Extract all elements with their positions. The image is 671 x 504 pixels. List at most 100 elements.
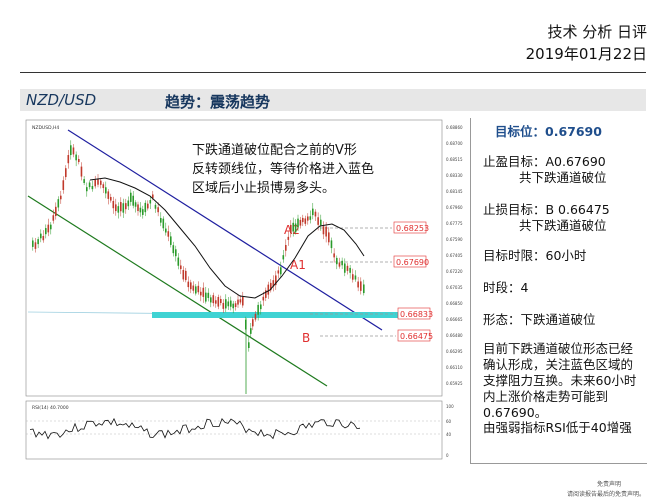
candle-body bbox=[210, 297, 212, 303]
price-axis: 0.68860 0.68700 0.68515 0.68330 0.68145 … bbox=[446, 125, 463, 386]
candle-body bbox=[260, 304, 262, 310]
candle-body bbox=[172, 245, 175, 254]
rsi-note: 由强弱指标RSI低于40增强 bbox=[483, 420, 632, 435]
candle-body bbox=[37, 239, 39, 245]
candle-body bbox=[267, 284, 270, 295]
candle-body bbox=[225, 299, 227, 309]
candle-body bbox=[125, 203, 127, 210]
candle-body bbox=[314, 211, 317, 217]
candle-body bbox=[237, 299, 239, 305]
candle-body bbox=[144, 202, 147, 213]
candle-body bbox=[195, 286, 197, 294]
trade-info-panel: 目标位：0.67690 止盈目标：A0.67690 共下跌通道破位 止损目标：B… bbox=[470, 118, 647, 464]
report-title: 技术 分析 日评 bbox=[547, 23, 647, 41]
candle-body bbox=[239, 299, 242, 303]
candle-body bbox=[320, 219, 322, 226]
candle-body bbox=[32, 240, 34, 247]
candle-body bbox=[180, 265, 182, 270]
candle-body bbox=[86, 187, 88, 192]
candle-body bbox=[72, 147, 75, 155]
candle-body bbox=[257, 304, 259, 315]
candle-body bbox=[252, 319, 254, 327]
candle-body bbox=[112, 200, 115, 209]
price-tick: 0.66665 bbox=[446, 317, 463, 322]
candle-body bbox=[227, 301, 230, 307]
candle-body bbox=[192, 285, 195, 291]
candlesticks bbox=[32, 140, 365, 394]
candle-body bbox=[182, 269, 185, 280]
price-tick: 0.68330 bbox=[446, 173, 463, 178]
candle-body bbox=[349, 267, 351, 273]
chart-svg: NZDUSD,H4 0.68860 0.68700 0.68515 0.6833… bbox=[25, 119, 463, 460]
price-tick: 0.67405 bbox=[446, 253, 463, 258]
take-profit-note: 共下跌通道破位 bbox=[519, 170, 607, 185]
moving-average-line bbox=[89, 177, 365, 299]
candle-body bbox=[97, 179, 99, 185]
candle-body bbox=[333, 253, 335, 258]
candle-body bbox=[160, 218, 162, 223]
price-chart: NZDUSD,H4 0.68860 0.68700 0.68515 0.6833… bbox=[20, 118, 466, 463]
candle-body bbox=[287, 236, 290, 240]
candle-body bbox=[200, 291, 202, 296]
candle-body bbox=[105, 187, 107, 194]
candle-body bbox=[190, 282, 192, 290]
candle-body bbox=[212, 295, 215, 304]
candle-body bbox=[127, 200, 130, 207]
candle-body bbox=[83, 179, 85, 183]
stop-loss-note: 共下跌通道破位 bbox=[519, 218, 607, 233]
candle-body bbox=[242, 296, 244, 306]
candle-body bbox=[270, 282, 272, 291]
candle-body bbox=[122, 203, 125, 213]
candle-body bbox=[297, 218, 299, 228]
candle-body bbox=[167, 231, 170, 237]
candle-body bbox=[202, 287, 205, 297]
candle-body bbox=[137, 204, 139, 212]
price-tick: 0.68145 bbox=[446, 189, 463, 194]
candle-body bbox=[47, 224, 50, 233]
candle-body bbox=[187, 281, 190, 288]
candle-body bbox=[338, 262, 341, 267]
candle-body bbox=[234, 303, 237, 308]
disclaimer-text: 请阅读报告最后的免责声明。 bbox=[566, 491, 645, 498]
candle-body bbox=[52, 215, 55, 221]
candle-body bbox=[272, 280, 275, 287]
rsi-label: RSI(14) 40.7000 bbox=[32, 405, 69, 411]
level-label: 0.68253 bbox=[396, 224, 429, 233]
candle-body bbox=[132, 195, 134, 206]
candle-body bbox=[142, 209, 144, 215]
candle-body bbox=[62, 180, 65, 190]
candle-body bbox=[42, 236, 45, 241]
annotation-line: 下跌通道破位配合之前的V形 bbox=[192, 142, 357, 158]
candle-body bbox=[134, 202, 137, 207]
candle-body bbox=[262, 296, 265, 301]
main-pane-frame bbox=[25, 119, 443, 397]
level-label: 0.67690 bbox=[396, 258, 429, 267]
rsi-tick: 0 bbox=[446, 453, 449, 458]
candle-body bbox=[45, 228, 47, 235]
candle-body bbox=[57, 199, 60, 208]
candle-body bbox=[152, 194, 154, 199]
candle-body bbox=[78, 158, 80, 163]
candle-body bbox=[248, 342, 250, 348]
candle-body bbox=[65, 168, 67, 178]
candle-body bbox=[117, 206, 120, 213]
candle-body bbox=[34, 242, 37, 249]
currency-pair: NZD/USD bbox=[26, 91, 97, 109]
chart-annotation: 下跌通道破位配合之前的V形 反转颈线位，等待价格进入蓝色 区域后小止损博易多头。 bbox=[192, 142, 374, 196]
candle-body bbox=[254, 313, 257, 320]
price-tick: 0.66295 bbox=[446, 349, 463, 354]
trend-label: 趋势：震荡趋势 bbox=[165, 93, 271, 111]
candle-body bbox=[67, 155, 70, 164]
channel-upper-line bbox=[67, 129, 383, 331]
candle-body bbox=[360, 281, 362, 291]
candle-body bbox=[170, 236, 172, 245]
pattern: 形态：下跌通道破位 bbox=[483, 312, 596, 327]
candle-body bbox=[277, 270, 280, 274]
candle-body bbox=[280, 267, 282, 275]
candle-body bbox=[220, 298, 222, 304]
candle-body bbox=[217, 296, 220, 307]
candle-body bbox=[275, 275, 277, 286]
candle-body bbox=[354, 275, 357, 280]
symbol-label: NZDUSD,H4 bbox=[32, 125, 59, 131]
candle-body bbox=[299, 219, 302, 226]
